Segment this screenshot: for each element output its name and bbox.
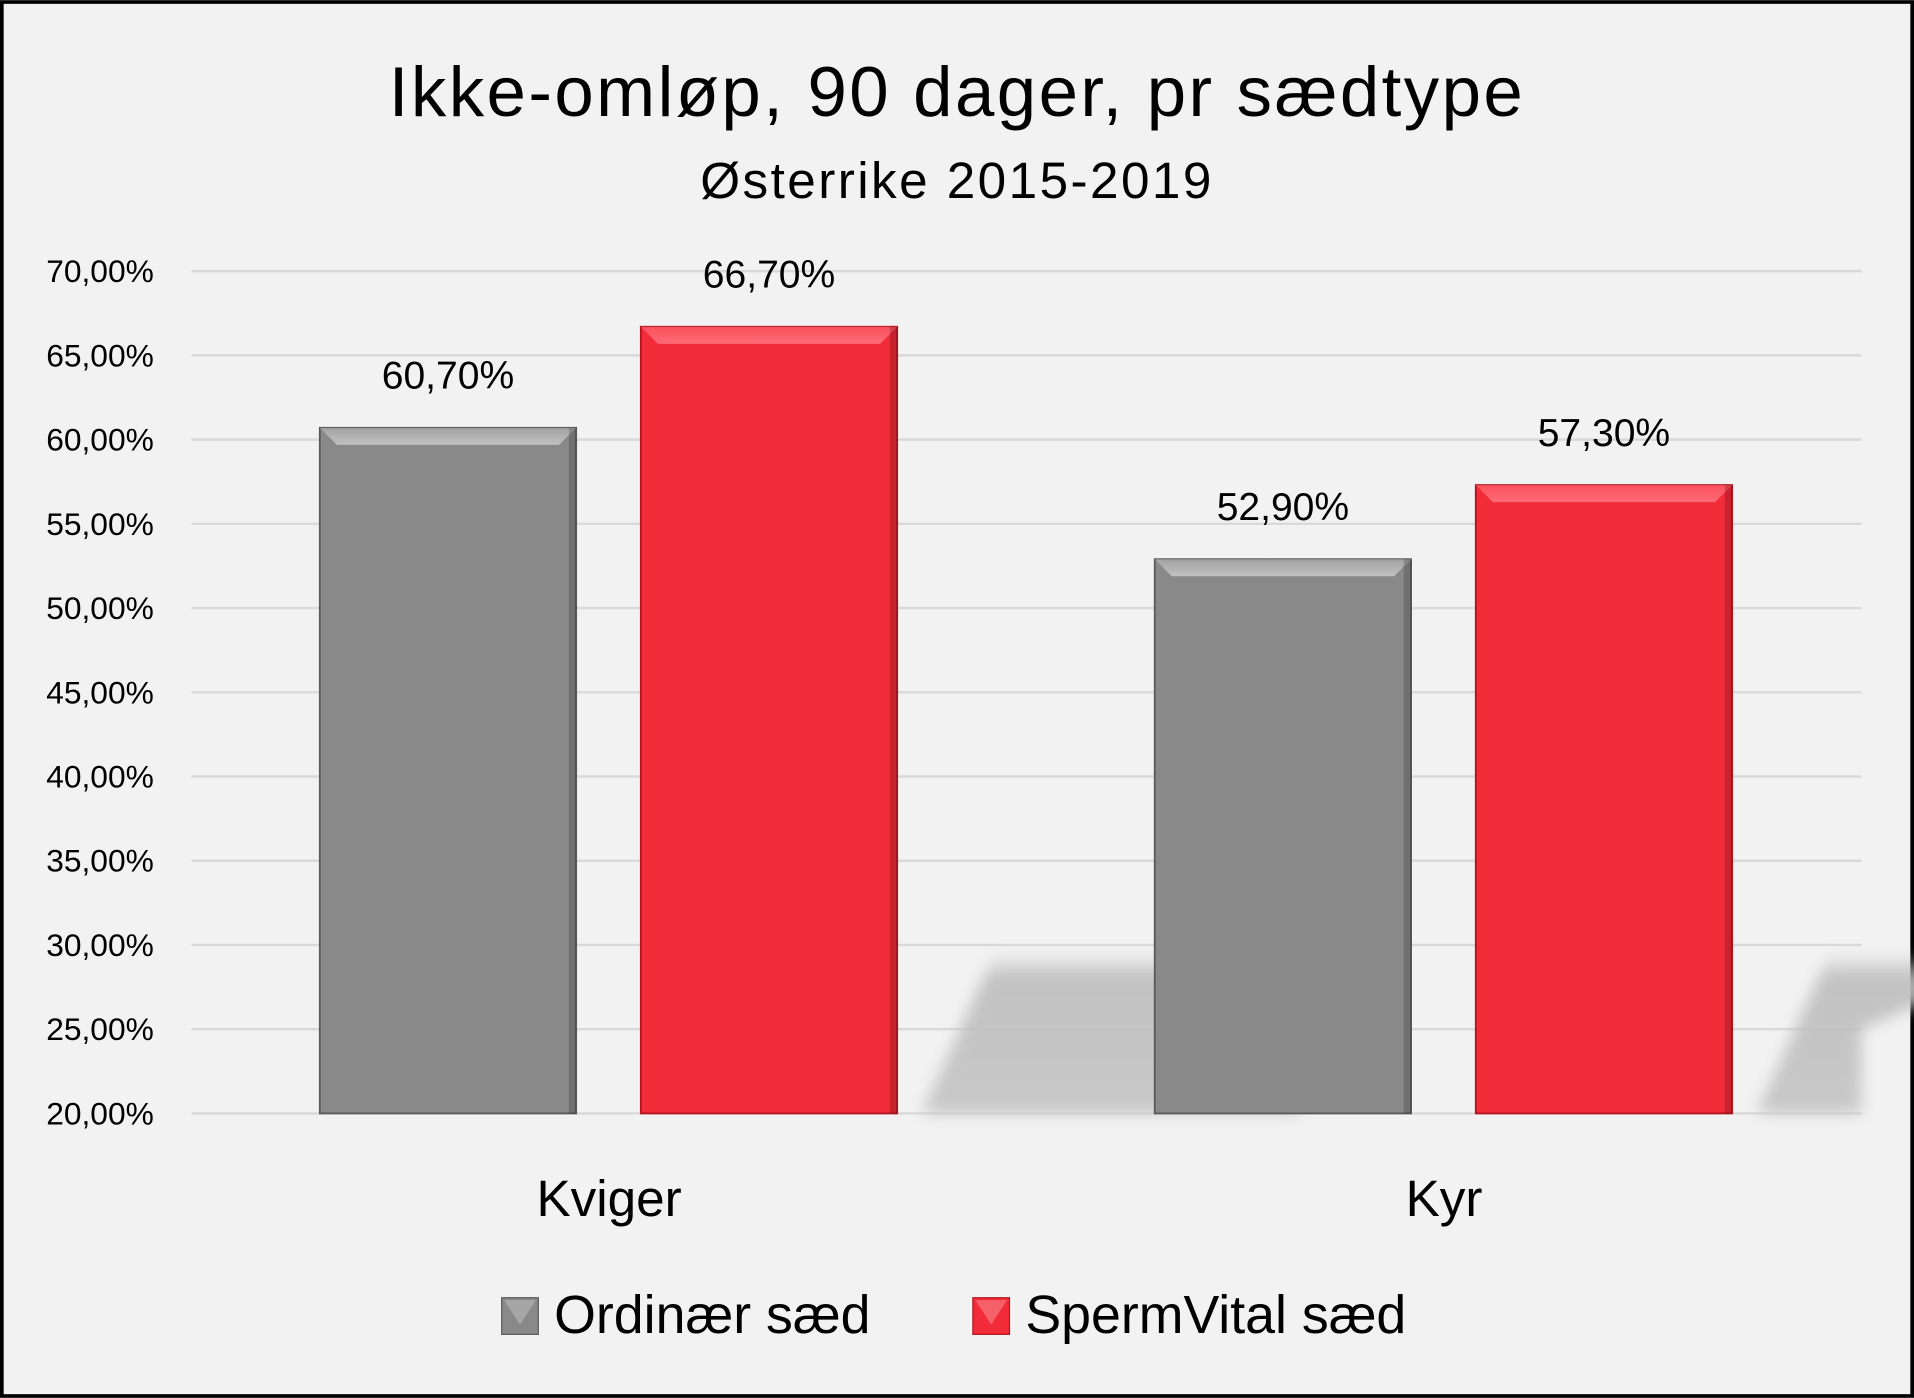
data-label: 60,70% [382, 355, 514, 398]
legend-swatch-bevel [504, 1300, 536, 1325]
y-tick-label: 60,00% [46, 422, 154, 458]
y-tick-label: 45,00% [46, 674, 154, 710]
y-axis: 20,00% 25,00% 30,00% 35,00% 40,00% 45,00% 50,0… [46, 253, 154, 1131]
bar-bevel [1475, 485, 1733, 503]
bar-bevel [319, 427, 577, 445]
bar-edge [889, 326, 898, 1114]
chart-subtitle: Østerrike 2015-2019 [700, 152, 1214, 209]
data-label: 66,70% [703, 254, 835, 297]
y-tick-label: 50,00% [46, 590, 154, 626]
bar [1474, 484, 1734, 1115]
bar [1153, 558, 1413, 1115]
bar-kviger-0: 60,70% [318, 355, 578, 1115]
bar [318, 426, 578, 1115]
chart-title: Ikke-omløp, 90 dager, pr sædtype [389, 53, 1525, 132]
x-axis: Kviger Kyr [536, 1170, 1482, 1227]
bar-shadows [563, 953, 1914, 1114]
bars: 60,70% 66,70% 52,90% 57,30% [318, 254, 1734, 1115]
x-category-label: Kviger [536, 1170, 681, 1227]
legend-item-1: SpermVital sæd [972, 1285, 1406, 1345]
y-tick-label: 40,00% [46, 758, 154, 794]
y-tick-label: 55,00% [46, 506, 154, 542]
y-tick-label: 25,00% [46, 1011, 154, 1047]
legend-label: SpermVital sæd [1025, 1285, 1406, 1345]
bar-shadow [1398, 953, 1914, 1114]
bar-kyr-0: 52,90% [1153, 486, 1413, 1115]
bar-bevel [640, 326, 898, 344]
legend: Ordinær sæd SpermVital sæd [501, 1285, 1406, 1345]
bar-edge [568, 427, 577, 1114]
bar-edge [1724, 485, 1733, 1114]
y-tick-label: 30,00% [46, 927, 154, 963]
bar-bevel [1154, 559, 1412, 577]
data-label: 52,90% [1217, 486, 1349, 529]
legend-swatch [972, 1297, 1011, 1335]
legend-label: Ordinær sæd [554, 1285, 870, 1345]
y-tick-label: 65,00% [46, 337, 154, 373]
legend-swatch-bevel [975, 1300, 1008, 1325]
bar-edge [1403, 559, 1412, 1114]
y-tick-label: 70,00% [46, 253, 154, 289]
bar [639, 325, 899, 1115]
x-category-label: Kyr [1406, 1170, 1483, 1227]
y-tick-label: 20,00% [46, 1095, 154, 1131]
legend-swatch [501, 1297, 539, 1335]
bar-shadow [563, 953, 1301, 1114]
data-label: 57,30% [1538, 412, 1670, 455]
y-tick-label: 35,00% [46, 843, 154, 879]
legend-item-0: Ordinær sæd [501, 1285, 870, 1345]
bar-kviger-1: 66,70% [639, 254, 899, 1115]
bar-kyr-1: 57,30% [1474, 412, 1734, 1115]
